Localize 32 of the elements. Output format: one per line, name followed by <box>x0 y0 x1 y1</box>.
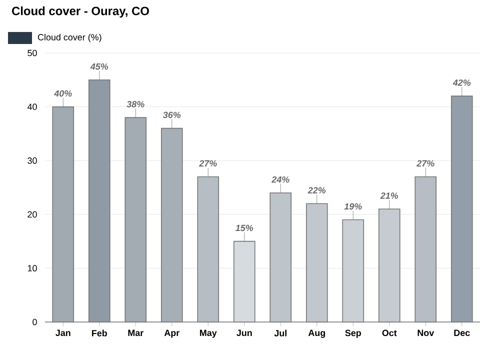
data-label: 27% <box>199 160 217 167</box>
x-tick-label: Feb <box>92 330 107 336</box>
data-label: 22% <box>308 187 326 194</box>
y-tick-label: 10 <box>28 265 37 272</box>
data-label: 21% <box>380 192 398 199</box>
x-tick-label: Mar <box>128 330 144 336</box>
y-tick-label: 40 <box>27 104 37 110</box>
data-label: 45% <box>90 63 108 70</box>
chart-title: Cloud cover - Ouray, CO <box>12 6 149 18</box>
data-label: 36% <box>162 112 181 118</box>
data-label: 38% <box>126 101 144 108</box>
data-label: 19% <box>344 203 362 210</box>
x-tick-label: May <box>200 330 217 338</box>
x-tick-label: Dec <box>454 330 470 336</box>
data-label: 27% <box>416 160 434 167</box>
x-tick-label: Jul <box>274 330 286 336</box>
x-tick-label: Apr <box>164 330 180 338</box>
x-tick-label: Aug <box>308 330 325 338</box>
x-tick-label: Oct <box>382 330 397 336</box>
data-label: 42% <box>452 80 471 86</box>
y-tick-label: 50 <box>28 50 37 56</box>
data-label: 24% <box>272 176 290 183</box>
y-tick-label: 20 <box>28 211 37 218</box>
y-tick-label: 0 <box>32 318 37 326</box>
data-label: 15% <box>236 224 254 232</box>
x-tick-label: Jun <box>236 330 252 336</box>
x-tick-label: Sep <box>345 330 361 338</box>
x-tick-label: Jan <box>56 330 70 336</box>
data-label: 40% <box>54 90 72 97</box>
y-tick-label: 30 <box>28 157 37 164</box>
x-tick-label: Nov <box>418 330 434 336</box>
text: Cloud cover (%) <box>38 34 102 42</box>
